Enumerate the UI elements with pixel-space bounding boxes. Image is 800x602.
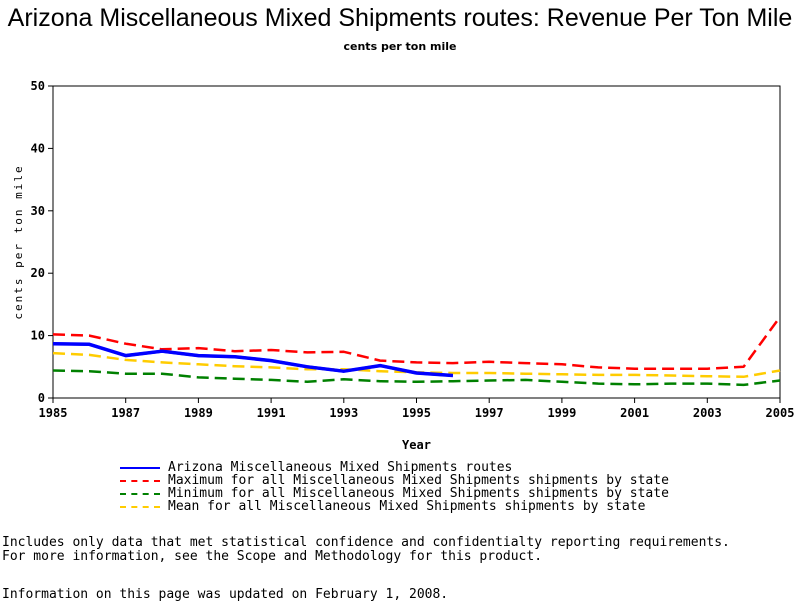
y-tick-label: 0 bbox=[38, 391, 45, 405]
x-tick-label: 1995 bbox=[402, 406, 431, 420]
x-tick-label: 1985 bbox=[39, 406, 68, 420]
footnote-methodology: For more information, see the Scope and … bbox=[2, 549, 543, 564]
legend-label-mean: Mean for all Miscellaneous Mixed Shipmen… bbox=[168, 499, 646, 514]
footnote-confidence: Includes only data that met statistical … bbox=[2, 535, 730, 550]
x-tick-label: 1993 bbox=[329, 406, 358, 420]
legend-label-maximum: Maximum for all Miscellaneous Mixed Ship… bbox=[168, 473, 669, 488]
legend-entry-arizona: Arizona Miscellaneous Mixed Shipments ro… bbox=[120, 461, 669, 474]
line-chart: 1985 1987 1989 1991 1993 1995 1997 1999 2001 2003… bbox=[12, 79, 795, 452]
y-axis-label: cents per ton mile bbox=[12, 164, 25, 319]
legend-label-minimum: Minimum for all Miscellaneous Mixed Ship… bbox=[168, 486, 669, 501]
chart-subtitle: cents per ton mile bbox=[343, 40, 457, 53]
series-maximum-line bbox=[52, 316, 782, 370]
update-notice: Information on this page was updated on … bbox=[2, 587, 449, 602]
x-tick-label: 1999 bbox=[547, 406, 576, 420]
x-tick-label: 2001 bbox=[620, 406, 649, 420]
legend-entry-maximum: Maximum for all Miscellaneous Mixed Ship… bbox=[120, 474, 669, 487]
legend-entry-mean: Mean for all Miscellaneous Mixed Shipmen… bbox=[120, 500, 669, 513]
y-tick-label: 10 bbox=[31, 329, 45, 343]
legend-entry-minimum: Minimum for all Miscellaneous Mixed Ship… bbox=[120, 487, 669, 500]
footnotes: Includes only data that met statistical … bbox=[2, 536, 730, 564]
x-tick-label: 1989 bbox=[184, 406, 213, 420]
y-tick-label: 40 bbox=[31, 141, 45, 155]
legend-swatch-minimum bbox=[120, 492, 160, 495]
chart-title: Arizona Miscellaneous Mixed Shipments ro… bbox=[7, 4, 793, 32]
x-tick-label: 1987 bbox=[111, 406, 140, 420]
x-tick-label: 1991 bbox=[257, 406, 286, 420]
x-axis-label: Year bbox=[402, 438, 431, 452]
chart-legend: Arizona Miscellaneous Mixed Shipments ro… bbox=[120, 461, 669, 513]
y-tick-label: 20 bbox=[31, 266, 45, 280]
x-tick-label: 2003 bbox=[693, 406, 722, 420]
legend-swatch-arizona bbox=[120, 466, 160, 469]
legend-swatch-mean bbox=[120, 505, 160, 508]
x-tick-label: 1997 bbox=[475, 406, 504, 420]
series-minimum-line bbox=[52, 369, 781, 387]
x-tick-label: 2005 bbox=[766, 406, 795, 420]
y-tick-label: 50 bbox=[31, 79, 45, 93]
legend-label-arizona: Arizona Miscellaneous Mixed Shipments ro… bbox=[168, 460, 513, 475]
y-tick-label: 30 bbox=[31, 204, 45, 218]
series-arizona-line-top bbox=[52, 341, 454, 378]
legend-swatch-maximum bbox=[120, 479, 160, 482]
